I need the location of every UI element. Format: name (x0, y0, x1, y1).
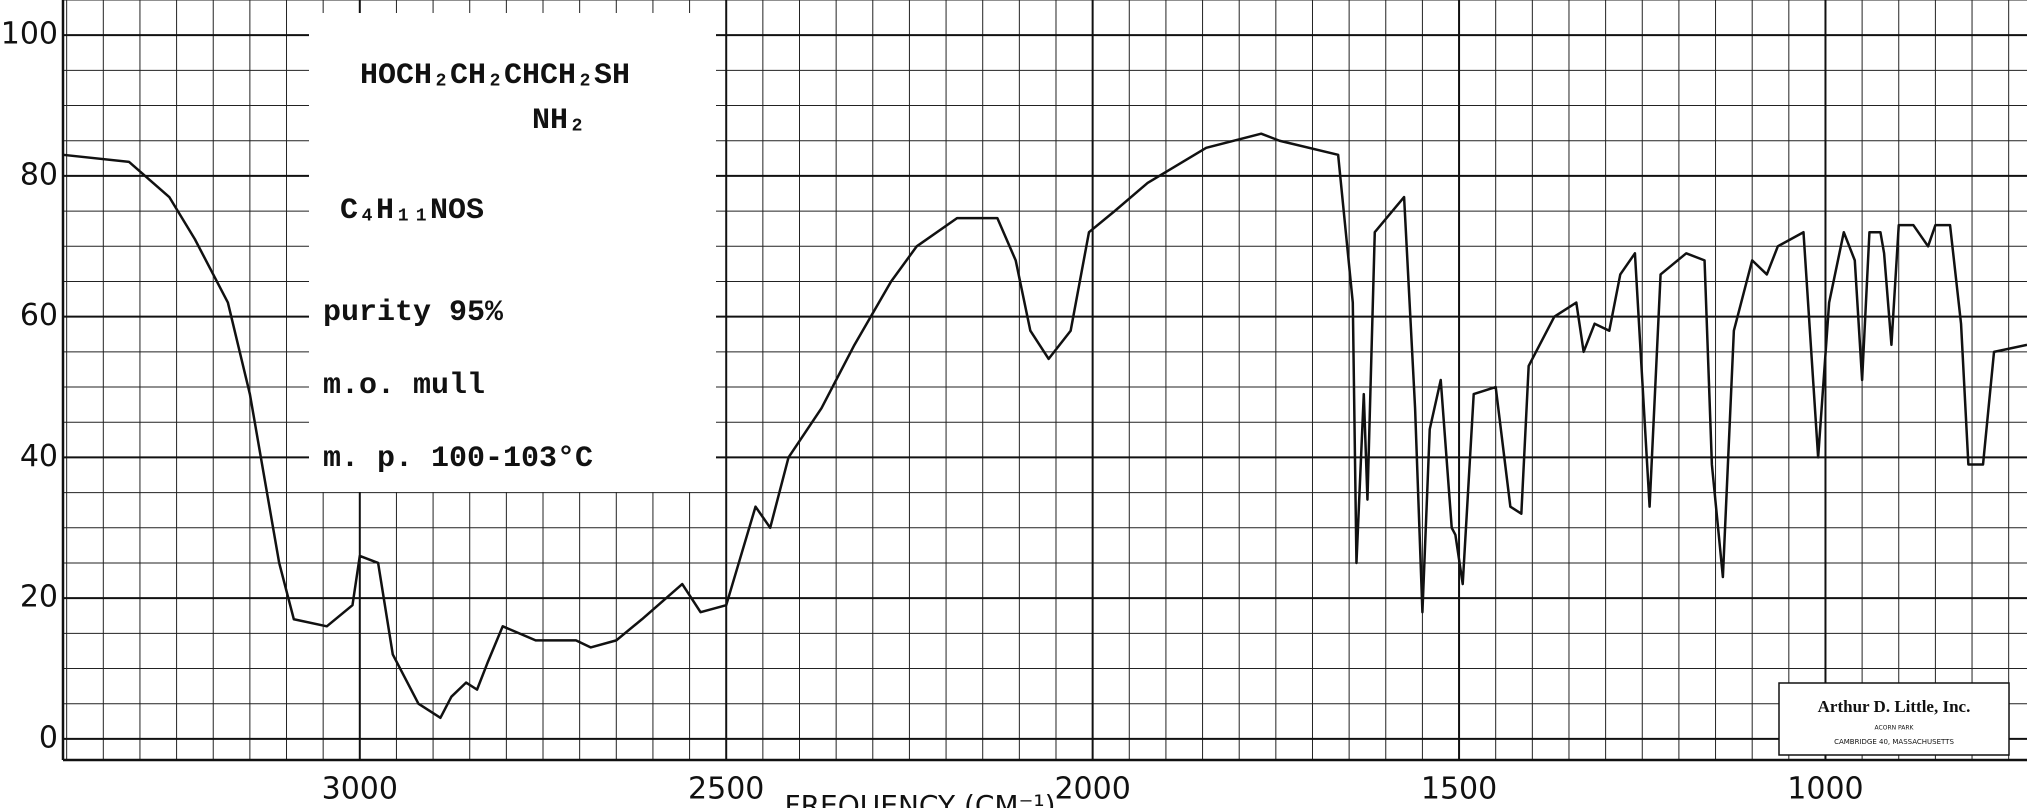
y-tick-label: 80 (20, 157, 58, 192)
plot (62, 132, 2027, 720)
formula: HOCH₂CH₂CHCH₂SH (360, 59, 630, 93)
x-tick-label: 2000 (1054, 772, 1130, 807)
spectrum-line (62, 132, 2027, 720)
logo-name: Arthur D. Little, Inc. (1818, 697, 1971, 716)
y-tick-label: 40 (20, 439, 58, 474)
x-tick-label: 2500 (688, 772, 764, 807)
logo-box (1778, 682, 2010, 756)
molecular-formula: C₄H₁₁NOS (340, 194, 484, 228)
formula-amine: NH₂ (532, 104, 586, 138)
y-tick-label: 100 (1, 17, 58, 52)
annotation-box (309, 13, 716, 492)
sample-prep: m.o. mull (323, 369, 485, 403)
x-axis-label: FREQUENCY (CM⁻¹) (784, 789, 1055, 808)
x-tick-label: 1000 (1787, 772, 1863, 807)
y-tick-label: 0 (39, 720, 58, 755)
y-tick-label: 20 (20, 580, 58, 615)
purity: purity 95% (323, 296, 504, 330)
melting-point: m. p. 100-103°C (323, 442, 593, 476)
x-tick-label: 1500 (1421, 772, 1497, 807)
x-tick-label: 3000 (322, 772, 398, 807)
y-tick-label: 60 (20, 298, 58, 333)
logo-address: ACORN PARK (1875, 725, 1915, 732)
logo-city: CAMBRIDGE 40, MASSACHUSETTS (1834, 738, 1954, 746)
